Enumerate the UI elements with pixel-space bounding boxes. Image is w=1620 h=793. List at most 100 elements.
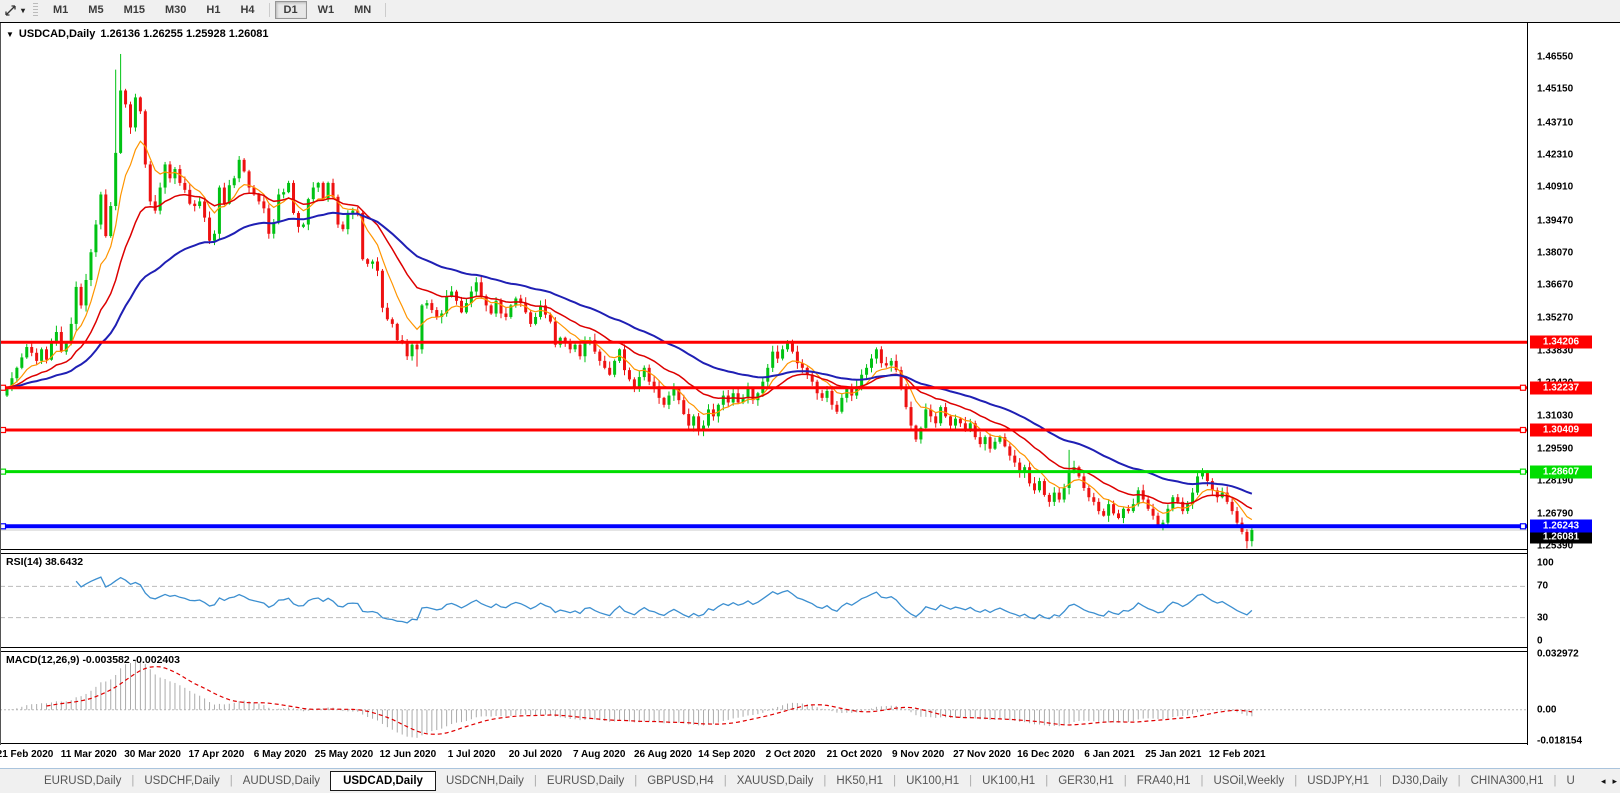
chart-tab-eurusd-daily[interactable]: EURUSD,Daily <box>546 774 625 787</box>
tab-separator: | <box>634 774 638 787</box>
tab-scroll-right-arrow[interactable]: ▸ <box>1612 775 1617 786</box>
chart-tab-usdcnh-daily[interactable]: USDCNH,Daily <box>445 774 524 787</box>
price-tick-1.31030: 1.31030 <box>1537 410 1574 422</box>
chart-tab-gbpusd-h4[interactable]: GBPUSD,H4 <box>647 774 714 787</box>
rsi-tick-0: 0 <box>1537 635 1543 647</box>
chart-tabbar: EURUSD,Daily | USDCHF,Daily | AUDUSD,Daily US… <box>0 768 1620 793</box>
date-tick-16-dec-2020: 16 Dec 2020 <box>1017 749 1075 760</box>
date-tick-27-nov-2020: 27 Nov 2020 <box>953 749 1011 760</box>
tab-separator: | <box>1553 774 1557 787</box>
tab-separator: | <box>893 774 897 787</box>
tab-separator: | <box>723 774 727 787</box>
rsi-indicator-label: RSI(14) 38.6432 <box>6 556 84 568</box>
hline-handle[interactable] <box>1519 523 1527 530</box>
date-tick-25-may-2020: 25 May 2020 <box>314 749 374 760</box>
tab-separator: | <box>969 774 973 787</box>
timeframe-button-w1[interactable]: W1 <box>317 4 335 16</box>
level-price-box-1.28607: 1.28607 <box>1530 465 1592 479</box>
level-price-box-1.26243: 1.26243 <box>1530 519 1592 533</box>
moving-average-20 <box>6 192 1253 510</box>
tab-separator: | <box>229 774 233 787</box>
timeframe-button-d1[interactable]: D1 <box>274 1 307 19</box>
tab-scroll-left-arrow[interactable]: ◂ <box>1600 775 1606 786</box>
price-chart-canvas[interactable] <box>0 23 1528 745</box>
price-tick-1.38070: 1.38070 <box>1537 247 1574 259</box>
date-tick-25-jan-2021: 25 Jan 2021 <box>1145 749 1202 760</box>
price-tick-1.35270: 1.35270 <box>1537 312 1574 324</box>
level-price-box-1.30409: 1.30409 <box>1530 423 1592 437</box>
chart-tab-dj30-daily[interactable]: DJ30,Daily <box>1392 774 1448 787</box>
hline-handle[interactable] <box>0 426 7 434</box>
date-tick-1-jul-2020: 1 Jul 2020 <box>447 749 496 760</box>
cursor-tool-button[interactable]: ▾ <box>0 3 28 17</box>
timeframe-button-m1[interactable]: M1 <box>53 4 69 16</box>
macd-signal-line <box>46 665 1252 735</box>
toolbar: ▾ M1 M5 M15 M30 H1 H4 D1 W1 MN <box>0 0 1620 20</box>
date-tick-6-may-2020: 6 May 2020 <box>253 749 307 760</box>
tab-separator: | <box>1379 774 1382 787</box>
hline-handle[interactable] <box>0 468 7 475</box>
timeframe-button-m5[interactable]: M5 <box>88 4 104 16</box>
timeframe-button-h4[interactable]: H4 <box>240 4 255 16</box>
hline-handle[interactable] <box>1519 468 1527 475</box>
hline-handle[interactable] <box>0 384 7 391</box>
date-tick-21-oct-2020: 21 Oct 2020 <box>826 749 883 760</box>
macd-tick-0.00: 0.00 <box>1537 704 1557 716</box>
macd-tick-0.032972: 0.032972 <box>1537 648 1579 660</box>
chart-tab-xauusd-daily[interactable]: XAUUSD,Daily <box>736 774 814 787</box>
chart-tab-eurusd-daily[interactable]: EURUSD,Daily <box>44 774 122 787</box>
rsi-tick-30: 30 <box>1537 612 1549 624</box>
tab-separator: | <box>1045 774 1049 787</box>
rsi-tick-100: 100 <box>1537 557 1554 569</box>
chart-window: ▼ USDCAD,Daily 1.26136 1.26255 1.25928 1.2… <box>0 22 1620 768</box>
timeframe-button-m15[interactable]: M15 <box>123 4 145 16</box>
chart-tab-uk100-h1[interactable]: UK100,H1 <box>982 774 1036 787</box>
date-tick-6-jan-2021: 6 Jan 2021 <box>1084 749 1135 760</box>
macd-tick--0.018154: -0.018154 <box>1537 735 1583 747</box>
cursor-crosshair-icon <box>3 3 19 17</box>
hline-handle[interactable] <box>1519 384 1527 391</box>
tab-separator: | <box>131 774 135 787</box>
price-tick-1.43710: 1.43710 <box>1537 117 1574 129</box>
chart-tab-usoil-weekly[interactable]: USOil,Weekly <box>1213 774 1285 787</box>
chart-header-caret-icon[interactable]: ▼ <box>6 29 14 39</box>
chart-tab-fra40-h1[interactable]: FRA40,H1 <box>1136 774 1191 787</box>
chart-tab-uk100-h1[interactable]: UK100,H1 <box>906 774 960 787</box>
level-price-box-1.32237: 1.32237 <box>1530 381 1592 395</box>
hline-handle[interactable] <box>1519 426 1527 434</box>
chart-ohlc-values: 1.26136 1.26255 1.25928 1.26081 <box>100 28 269 40</box>
chart-symbol-label: USDCAD,Daily <box>18 28 96 40</box>
chart-tab-hk50-h1[interactable]: HK50,H1 <box>836 774 884 787</box>
dropdown-caret-icon[interactable]: ▾ <box>21 5 26 15</box>
chart-tab-audusd-daily[interactable]: AUDUSD,Daily <box>242 774 321 787</box>
tab-separator: | <box>1123 774 1127 787</box>
date-tick-2-oct-2020: 2 Oct 2020 <box>765 749 816 760</box>
price-tick-1.26790: 1.26790 <box>1537 508 1574 520</box>
timeframe-button-m30[interactable]: M30 <box>164 4 187 16</box>
timeframe-button-mn[interactable]: MN <box>354 4 372 16</box>
hline-handle[interactable] <box>0 523 7 530</box>
rsi-line <box>75 576 1253 624</box>
chart-tab-usdchf-daily[interactable]: USDCHF,Daily <box>144 774 220 787</box>
date-tick-20-jul-2020: 20 Jul 2020 <box>508 749 563 760</box>
date-tick-30-mar-2020: 30 Mar 2020 <box>124 749 181 760</box>
date-tick-7-aug-2020: 7 Aug 2020 <box>572 749 626 760</box>
timeframe-button-h1[interactable]: H1 <box>206 4 221 16</box>
level-price-box-1.34206: 1.34206 <box>1530 335 1592 349</box>
macd-indicator-label: MACD(12,26,9) -0.003582 -0.002403 <box>6 654 180 666</box>
chart-tab-ger30-h1[interactable]: GER30,H1 <box>1058 774 1114 787</box>
tab-separator: | <box>823 774 827 787</box>
date-tick-9-nov-2020: 9 Nov 2020 <box>892 749 945 760</box>
toolbar-grip <box>33 3 39 17</box>
chart-tab-china300-h1[interactable]: CHINA300,H1 <box>1470 774 1544 787</box>
price-tick-1.39470: 1.39470 <box>1537 215 1574 227</box>
chart-tab-usdjpy-h1[interactable]: USDJPY,H1 <box>1307 774 1369 787</box>
tab-separator: | <box>1457 774 1461 787</box>
chart-tab-usdcad-daily[interactable]: USDCAD,Daily <box>330 770 436 791</box>
price-tick-1.42310: 1.42310 <box>1537 149 1574 161</box>
price-tick-1.25390: 1.25390 <box>1537 540 1574 552</box>
toolbar-separator <box>268 3 270 17</box>
macd-histogram <box>11 660 1253 738</box>
chart-tab-u[interactable]: U <box>1566 774 1575 787</box>
tab-separator: | <box>1294 774 1298 787</box>
